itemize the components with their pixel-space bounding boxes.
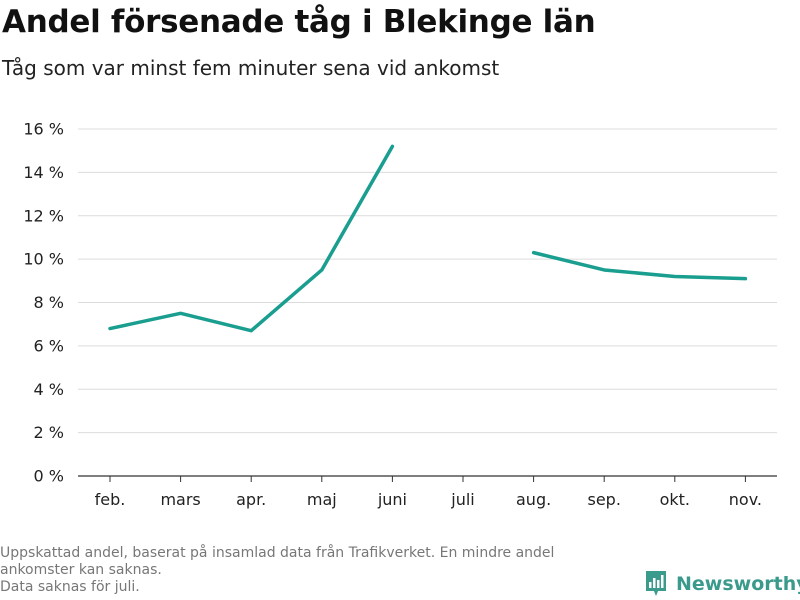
series-line-segment (531, 250, 748, 281)
x-tick-label: okt. (660, 490, 690, 509)
chart-title: Andel försenade tåg i Blekinge län (2, 4, 596, 40)
brand-name: Newsworthy (676, 573, 800, 595)
footnote-line: ankomster kan saknas. (0, 562, 162, 578)
y-tick-label: 8 % (34, 293, 64, 312)
y-tick-label: 10 % (23, 250, 64, 269)
footnote-line: Data saknas för juli. (0, 579, 140, 595)
chart-subtitle: Tåg som var minst fem minuter sena vid a… (2, 56, 500, 80)
y-tick-label: 14 % (23, 163, 64, 182)
line-chart: 0 % 2 % 4 % 6 % 8 % 10 % 12 % 14 % 16 % feb. mars… (23, 120, 777, 509)
footnote: Uppskattad andel, baserat på insamlad da… (0, 545, 640, 596)
y-tick-label: 4 % (34, 380, 64, 399)
x-axis-ticks: feb. mars apr. maj juni juli aug. sep. okt. nov. (95, 476, 762, 509)
gridlines (78, 128, 777, 477)
x-tick-label: maj (307, 490, 337, 509)
series-lines (108, 144, 748, 333)
y-tick-label: 16 % (23, 120, 64, 139)
series-line-segment (108, 144, 395, 333)
x-tick-label: feb. (95, 490, 126, 509)
x-tick-label: nov. (729, 490, 762, 509)
y-tick-label: 2 % (34, 423, 64, 442)
y-tick-label: 6 % (34, 336, 64, 355)
newsworthy-icon (646, 571, 666, 596)
brand-logo: Newsworthy (644, 569, 800, 599)
x-tick-label: juni (377, 490, 407, 509)
y-tick-label: 0 % (34, 467, 64, 486)
y-tick-label: 12 % (23, 206, 64, 225)
x-tick-label: apr. (236, 490, 266, 509)
y-axis-ticks: 0 % 2 % 4 % 6 % 8 % 10 % 12 % 14 % 16 % (23, 120, 64, 486)
x-tick-label: juli (450, 490, 474, 509)
footnote-line: Uppskattad andel, baserat på insamlad da… (0, 545, 555, 561)
x-tick-label: mars (160, 490, 200, 509)
x-tick-label: aug. (516, 490, 551, 509)
x-tick-label: sep. (587, 490, 620, 509)
